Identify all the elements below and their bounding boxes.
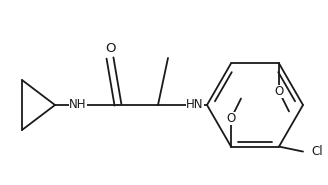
Text: NH: NH <box>69 98 87 112</box>
Text: HN: HN <box>186 98 204 112</box>
Text: O: O <box>105 43 115 56</box>
Text: Cl: Cl <box>311 145 323 158</box>
Text: O: O <box>226 112 236 125</box>
Text: O: O <box>275 85 284 98</box>
